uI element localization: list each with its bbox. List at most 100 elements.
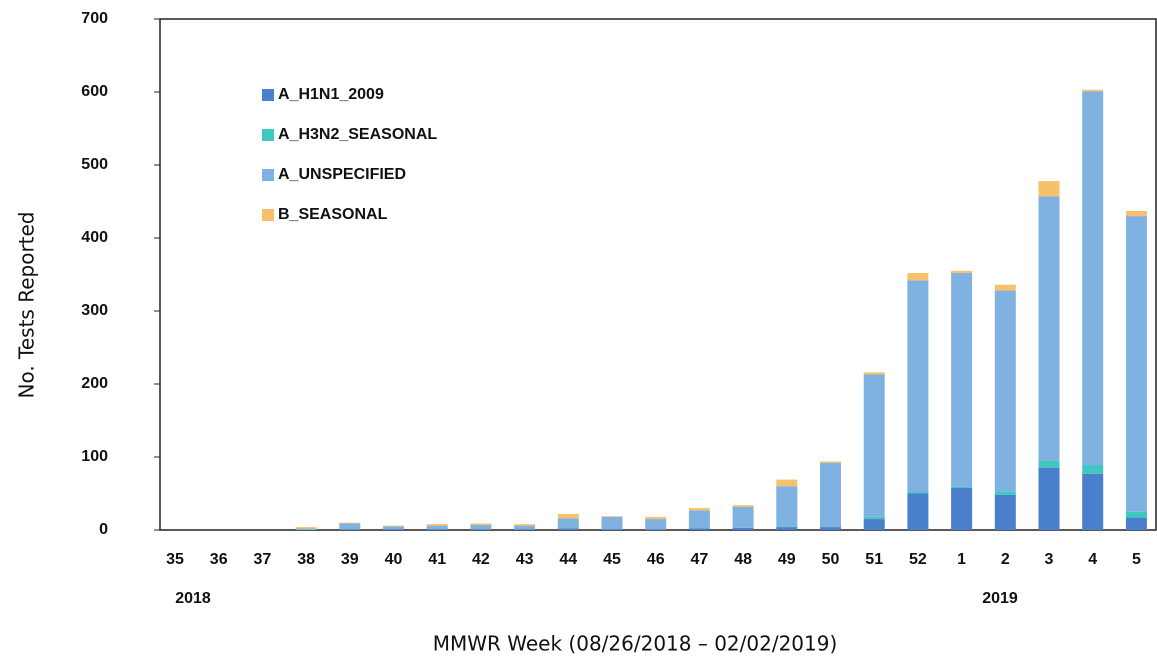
year-label: 2018 <box>175 590 211 607</box>
bar-segment <box>1038 196 1060 461</box>
bar-segment <box>776 479 798 487</box>
legend-label: A_H1N1_2009 <box>278 86 384 103</box>
bar-segment <box>601 516 623 530</box>
bar-segment <box>776 527 798 530</box>
bar-segment <box>514 524 536 526</box>
bar-segment <box>1125 210 1147 217</box>
legend-label: A_UNSPECIFIED <box>278 166 406 183</box>
bar-segment <box>383 526 404 530</box>
x-tick-label: 2 <box>1001 551 1010 568</box>
bar-segment <box>1125 216 1147 512</box>
bar-segment <box>426 525 448 530</box>
bar-segment <box>470 529 492 530</box>
bar-segment <box>863 372 885 375</box>
bar-segment <box>1082 91 1104 466</box>
x-tick-label: 44 <box>559 551 577 568</box>
bar-segment <box>1082 465 1104 474</box>
bar-segment <box>295 528 317 530</box>
bar-segment <box>470 523 492 525</box>
legend-label: B_SEASONAL <box>278 206 388 223</box>
bar-segment <box>732 505 754 507</box>
x-tick-label: 50 <box>822 551 840 568</box>
y-tick-label: 200 <box>81 375 108 392</box>
legend-swatch <box>262 89 274 101</box>
bar-segment <box>907 273 929 281</box>
bar-segment <box>994 491 1016 495</box>
bar-segment <box>339 529 361 530</box>
bar-segment <box>688 508 710 511</box>
bar-segment <box>994 290 1016 492</box>
x-tick-label: 52 <box>909 551 927 568</box>
bar-segment <box>820 527 841 530</box>
x-tick-label: 47 <box>691 551 709 568</box>
y-tick-label: 0 <box>99 521 108 538</box>
year-label: 2019 <box>982 590 1018 607</box>
bar-segment <box>907 493 929 530</box>
x-tick-label: 45 <box>603 551 621 568</box>
bar-segment <box>426 524 448 526</box>
bar-segment <box>951 273 973 487</box>
bar-segment <box>1038 181 1060 197</box>
y-tick-label: 600 <box>81 83 108 100</box>
x-tick-label: 49 <box>778 551 796 568</box>
bar-segment <box>514 529 536 530</box>
bar-segment <box>295 527 317 529</box>
bar-segment <box>776 526 798 528</box>
x-tick-label: 3 <box>1045 551 1054 568</box>
x-tick-label: 40 <box>385 551 403 568</box>
bar-segment <box>557 528 579 530</box>
bar-segment <box>1125 511 1147 518</box>
bar-segment <box>601 516 623 517</box>
y-tick-label: 300 <box>81 302 108 319</box>
legend-label: A_H3N2_SEASONAL <box>278 126 437 143</box>
bar-segment <box>732 527 754 530</box>
x-tick-label: 48 <box>734 551 752 568</box>
bar-segment <box>951 487 973 530</box>
legend-swatch <box>262 209 274 221</box>
bar-segment <box>426 529 448 530</box>
bar-segment <box>1038 467 1060 530</box>
bar-segment <box>951 270 973 274</box>
y-tick-label: 400 <box>81 229 108 246</box>
bar-segment <box>557 513 579 519</box>
bar-segment <box>470 524 492 530</box>
bar-segment <box>383 529 404 530</box>
bar-segment <box>863 374 885 517</box>
x-tick-label: 41 <box>428 551 446 568</box>
x-tick-label: 46 <box>647 551 665 568</box>
bar-segment <box>645 529 667 530</box>
bar-segment <box>688 528 710 530</box>
bar-segment <box>820 462 841 528</box>
y-axis-title: No. Tests Reported <box>15 211 39 398</box>
y-tick-label: 100 <box>81 448 108 465</box>
bar-segment <box>776 486 798 527</box>
x-tick-label: 38 <box>297 551 315 568</box>
bar-segment <box>994 494 1016 530</box>
bar-segment <box>907 492 929 494</box>
bar-segment <box>994 284 1016 291</box>
x-tick-label: 4 <box>1088 551 1097 568</box>
bar-segment <box>820 461 841 463</box>
x-tick-label: 37 <box>254 551 272 568</box>
y-tick-label: 500 <box>81 156 108 173</box>
x-tick-label: 1 <box>957 551 966 568</box>
x-axis-title: MMWR Week (08/26/2018 – 02/02/2019) <box>433 632 838 656</box>
bar-segment <box>383 525 404 527</box>
bar-segment <box>557 518 579 529</box>
bar-segment <box>732 506 754 528</box>
bar-segment <box>951 486 973 488</box>
bar-segment <box>863 516 885 520</box>
bar-segment <box>601 529 623 530</box>
x-tick-label: 42 <box>472 551 490 568</box>
bar-segment <box>339 523 361 530</box>
x-tick-label: 5 <box>1132 551 1141 568</box>
x-tick-label: 51 <box>865 551 883 568</box>
x-tick-label: 39 <box>341 551 359 568</box>
bar-segment <box>688 510 710 529</box>
x-tick-label: 36 <box>210 551 228 568</box>
bar-segment <box>1082 473 1104 530</box>
bar-segment <box>1038 460 1060 468</box>
bar-segment <box>514 525 536 530</box>
bar-segment <box>907 280 929 493</box>
x-tick-label: 35 <box>166 551 184 568</box>
